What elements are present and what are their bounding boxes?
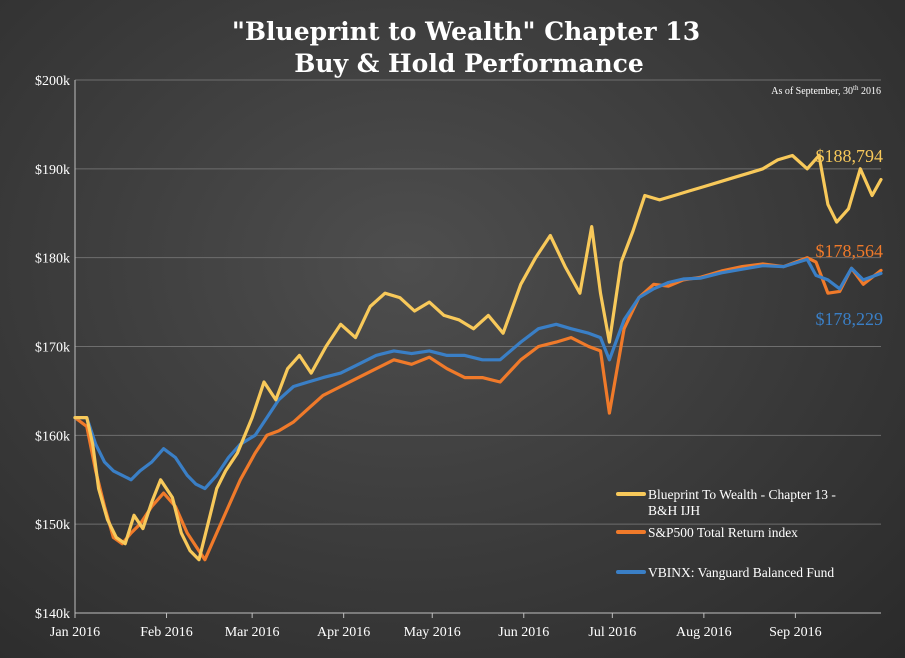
series-line-2 bbox=[73, 257, 883, 491]
x-tick-label: Jul 2016 bbox=[588, 625, 636, 640]
chart-title-line-2: Buy & Hold Performance bbox=[294, 49, 644, 78]
x-tick-label: Jun 2016 bbox=[498, 625, 549, 640]
end-value-label: $178,229 bbox=[816, 309, 884, 329]
legend-label: Blueprint To Wealth - Chapter 13 - bbox=[648, 487, 836, 502]
end-value-label: $188,794 bbox=[816, 146, 884, 166]
legend: Blueprint To Wealth - Chapter 13 -B&H IJ… bbox=[616, 487, 836, 580]
as-of-note: As of September, 30th 2016 bbox=[771, 84, 881, 97]
y-tick-label: $190k bbox=[35, 163, 70, 178]
y-tick-label: $180k bbox=[35, 252, 70, 267]
legend-label: VBINX: Vanguard Balanced Fund bbox=[648, 565, 834, 580]
x-tick-label: Apr 2016 bbox=[317, 625, 370, 640]
legend-label: B&H IJH bbox=[648, 503, 700, 518]
x-tick-label: Mar 2016 bbox=[225, 625, 280, 640]
y-tick-label: $150k bbox=[35, 518, 70, 533]
end-labels: $188,794 $178,564 $178,229 bbox=[816, 146, 884, 329]
x-axis: Jan 2016 Feb 2016 Mar 2016 Apr 2016 May 2016… bbox=[50, 613, 822, 640]
x-tick-label: Feb 2016 bbox=[140, 625, 193, 640]
x-tick-label: Aug 2016 bbox=[676, 625, 732, 640]
legend-label: S&P500 Total Return index bbox=[648, 525, 798, 540]
end-value-label: $178,564 bbox=[816, 241, 884, 261]
y-axis: $140k $150k $160k $170k $180k $190k $200k bbox=[35, 74, 70, 622]
series-line-1 bbox=[73, 256, 883, 562]
x-tick-label: Sep 2016 bbox=[769, 625, 822, 640]
y-tick-label: $170k bbox=[35, 341, 70, 356]
y-tick-label: $140k bbox=[35, 607, 70, 622]
x-tick-label: May 2016 bbox=[404, 625, 461, 640]
y-tick-label: $160k bbox=[35, 429, 70, 444]
chart-title-line-1: "Blueprint to Wealth" Chapter 13 bbox=[232, 17, 700, 46]
x-tick-label: Jan 2016 bbox=[50, 625, 100, 640]
series-line-0 bbox=[73, 153, 883, 562]
y-tick-label: $200k bbox=[35, 74, 70, 89]
series-lines bbox=[73, 153, 883, 562]
